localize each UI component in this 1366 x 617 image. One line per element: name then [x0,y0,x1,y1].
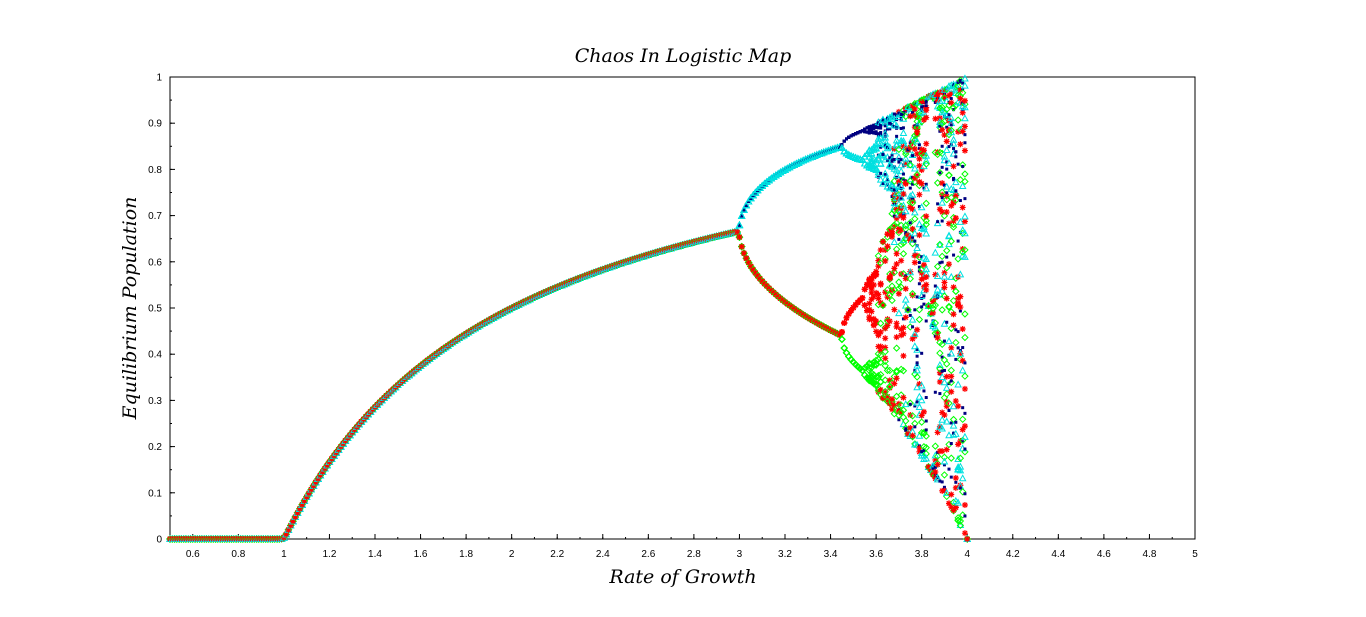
data-point [294,509,301,516]
data-point [331,452,337,459]
x-tick-label: 1.8 [459,549,473,560]
data-point [317,472,324,479]
x-tick-label: 3.8 [915,549,929,560]
data-point [333,449,340,456]
data-point [315,475,322,482]
x-tick-label: 2.4 [596,549,610,560]
y-tick-label: 0.6 [148,257,162,268]
y-tick-label: 1 [156,73,162,84]
data-point [328,455,335,462]
x-tick-label: 1.6 [414,549,428,560]
x-tick-label: 4.2 [1006,549,1020,560]
data-points [166,74,972,543]
data-point [299,501,306,508]
x-tick-label: 3 [737,549,743,560]
x-tick-label: 1.2 [322,549,336,560]
data-point [296,505,303,512]
x-tick-label: 0.6 [186,549,200,560]
data-point [321,465,328,472]
x-tick-label: 4.6 [1097,549,1111,560]
data-point [287,522,294,529]
data-point [308,486,315,493]
x-tick-label: 2.6 [641,549,655,560]
y-tick-label: 0.1 [148,488,162,499]
x-tick-label: 3.2 [778,549,792,560]
axis-ticks: 0.6 0.8 1 1.2 1.4 1.6 1.8 2 2.2 2.4 2.6 2.8 3 3.2 3.4 3… [148,73,1198,561]
data-point [326,459,333,465]
y-tick-label: 0.3 [148,396,162,407]
data-point [324,462,331,469]
data-point [312,479,319,486]
y-tick-label: 0.8 [148,165,162,176]
x-tick-label: 4.8 [1142,549,1156,560]
y-tick-label: 0.4 [148,350,162,361]
x-tick-label: 3.4 [824,549,838,560]
data-point [301,497,308,504]
x-tick-label: 2.2 [550,549,564,560]
data-point [292,514,299,520]
y-tick-label: 0.5 [148,304,162,315]
data-point [310,482,317,489]
data-point [283,531,290,538]
x-tick-label: 2 [509,549,515,560]
y-tick-label: 0 [156,535,162,546]
x-tick-label: 4.4 [1051,549,1065,560]
data-point [303,494,310,500]
x-tick-label: 4 [964,549,970,560]
chart-title: Chaos In Logistic Map [575,45,792,67]
y-tick-label: 0.7 [148,211,162,222]
plot-area [169,76,1196,540]
x-tick-label: 3.6 [869,549,883,560]
data-point [319,468,326,475]
data-point [305,490,312,497]
data-point [285,526,292,533]
x-tick-label: 0.8 [231,549,245,560]
y-tick-label: 0.2 [148,442,162,453]
y-tick-label: 0.9 [148,119,162,130]
x-tick-label: 2.8 [687,549,701,560]
data-point [280,534,287,541]
x-tick-label: 1 [281,549,287,560]
x-tick-label: 5 [1192,549,1198,560]
x-tick-label: 1.4 [368,549,382,560]
data-point [290,518,296,525]
